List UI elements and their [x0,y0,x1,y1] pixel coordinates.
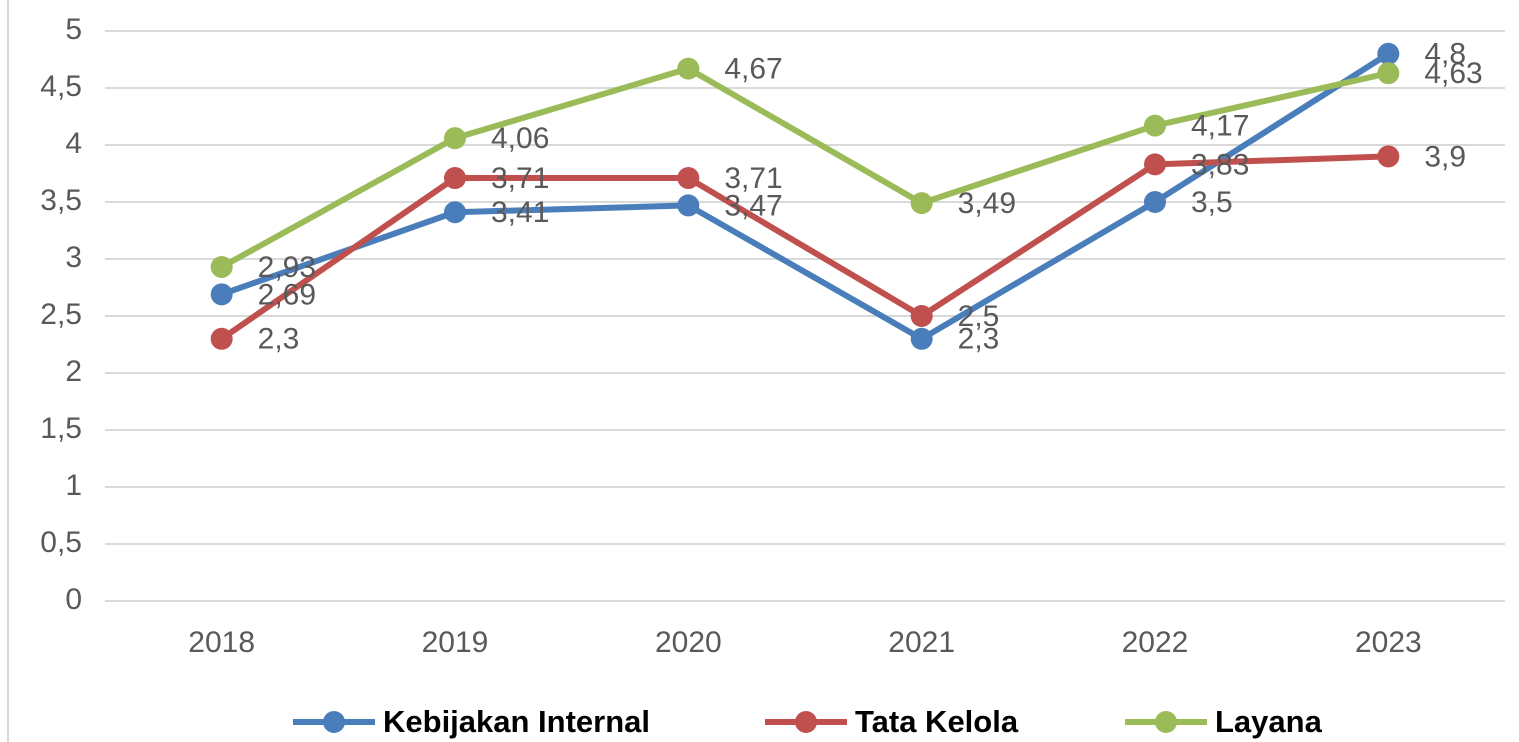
marker [444,167,466,190]
marker [677,194,700,217]
marker [677,167,700,190]
marker [910,192,933,215]
y-tick-label: 0,5 [40,526,82,559]
data-label: 2,5 [958,300,1000,333]
marker [444,201,466,224]
legend-label: Kebijakan Internal [383,704,650,739]
marker [910,305,933,327]
y-tick-label: 3,5 [40,184,82,217]
marker [1144,153,1166,176]
x-tick-label: 2023 [1355,626,1422,659]
y-tick-label: 5 [65,13,82,46]
marker [1144,114,1166,137]
marker [1377,42,1400,65]
x-tick-label: 2018 [188,626,255,659]
data-label: 4,06 [491,122,549,155]
data-label: 3,71 [491,162,549,195]
data-label: 4,17 [1191,110,1249,143]
data-label: 2,3 [258,323,300,356]
data-label: 3,47 [724,189,782,222]
marker [677,57,700,80]
data-label: 3,5 [1191,186,1233,219]
series-line [220,51,1390,342]
marker [210,255,233,278]
series-line [219,153,1389,342]
marker [444,127,466,150]
y-tick-label: 2,5 [40,298,82,331]
x-tick-label: 2019 [422,626,489,659]
data-label: 3,49 [958,187,1016,220]
marker [210,327,233,350]
data-label: 2,3 [958,323,1000,356]
legend-marker [795,711,817,733]
legend-marker [323,711,345,733]
y-tick-label: 4,5 [40,70,82,103]
x-tick-label: 2022 [1122,626,1189,659]
data-label: 3,41 [491,196,549,229]
x-tick-label: 2020 [655,626,722,659]
y-tick-label: 1,5 [40,412,82,445]
data-label: 4,63 [1424,57,1482,90]
data-label: 2,93 [258,251,316,284]
y-tick-label: 1 [65,469,82,502]
data-label: 4,67 [724,53,782,86]
legend-label: Tata Kelola [855,704,1019,739]
data-label: 3,83 [1191,148,1249,181]
legend-marker [1155,711,1177,733]
marker [1144,191,1166,213]
data-label: 2,69 [258,278,316,311]
data-label: 3,9 [1424,140,1466,173]
y-tick-label: 2 [65,355,82,388]
legend-label: Layana [1215,704,1323,739]
y-tick-label: 0 [65,583,82,616]
data-label: 3,71 [724,162,782,195]
series-line [220,65,1389,270]
x-tick-label: 2021 [888,626,955,659]
marker [1377,145,1400,168]
marker [910,327,933,350]
y-tick-label: 4 [65,127,82,160]
marker [210,283,233,306]
marker [1377,62,1400,85]
data-label: 4,8 [1424,38,1466,71]
y-tick-label: 3 [65,241,82,274]
